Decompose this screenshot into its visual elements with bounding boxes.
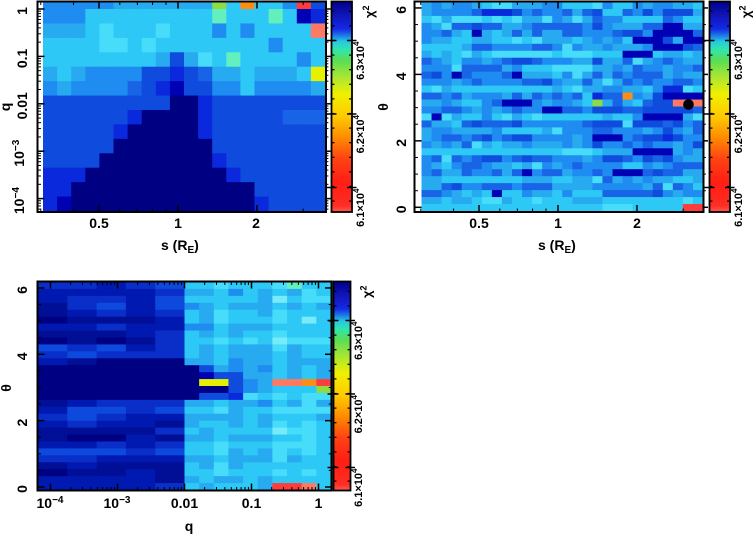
svg-text:2: 2: [14, 418, 30, 426]
svg-text:6.2×104: 6.2×104: [730, 114, 745, 153]
svg-text:q: q: [0, 103, 13, 112]
svg-text:0.1: 0.1: [14, 48, 30, 68]
svg-text:1: 1: [174, 215, 182, 231]
svg-text:6.3×104: 6.3×104: [730, 41, 745, 80]
svg-text:6.1×104: 6.1×104: [350, 468, 365, 507]
svg-text:0: 0: [393, 205, 409, 213]
svg-text:0: 0: [14, 485, 30, 493]
svg-text:6.2×104: 6.2×104: [352, 114, 367, 153]
svg-text:0.5: 0.5: [469, 215, 489, 231]
svg-text:6: 6: [14, 286, 30, 294]
svg-text:q: q: [185, 518, 194, 534]
svg-text:0.01: 0.01: [14, 92, 30, 119]
svg-text:1: 1: [14, 7, 30, 15]
svg-text:0.1: 0.1: [242, 495, 262, 511]
svg-text:θ: θ: [375, 103, 391, 111]
svg-text:1: 1: [554, 215, 562, 231]
svg-text:2: 2: [252, 215, 260, 231]
svg-text:0.5: 0.5: [89, 215, 109, 231]
svg-text:6.2×104: 6.2×104: [350, 394, 365, 433]
svg-text:6.1×104: 6.1×104: [352, 188, 367, 227]
svg-text:6.3×104: 6.3×104: [352, 41, 367, 80]
svg-text:0.01: 0.01: [171, 495, 198, 511]
svg-text:2: 2: [633, 215, 641, 231]
svg-text:4: 4: [393, 72, 409, 80]
svg-text:4: 4: [14, 352, 30, 360]
svg-text:6.3×104: 6.3×104: [350, 321, 365, 360]
svg-text:θ: θ: [0, 384, 14, 392]
svg-text:2: 2: [393, 139, 409, 147]
svg-text:6: 6: [393, 6, 409, 14]
svg-text:6.1×104: 6.1×104: [730, 188, 745, 227]
svg-text:1: 1: [315, 495, 323, 511]
